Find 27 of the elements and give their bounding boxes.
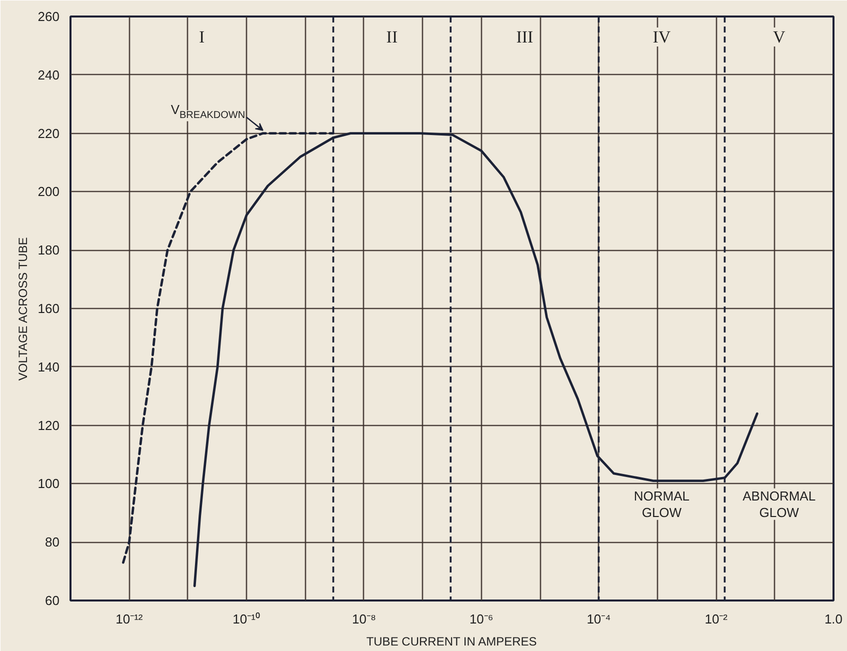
y-tick-label: 180: [38, 242, 60, 258]
annotation: II: [386, 27, 398, 46]
y-tick-label: 120: [38, 418, 60, 433]
x-tick-label: 10⁻⁶: [469, 612, 494, 626]
y-tick-label: 80: [45, 534, 60, 550]
y-tick-label: 240: [38, 67, 60, 82]
y-tick-label: 200: [38, 184, 60, 200]
x-tick-label: 10⁻¹⁰: [232, 612, 260, 626]
annotation: IV: [652, 27, 672, 46]
y-tick-label: 60: [45, 593, 60, 608]
x-axis-title: TUBE CURRENT IN AMPERES: [366, 634, 537, 648]
x-tick-label: 10⁻⁸: [352, 612, 376, 626]
y-tick-label: 100: [38, 476, 60, 492]
y-tick-label: 260: [38, 9, 60, 24]
annotation: NORMAL GLOW: [634, 488, 690, 520]
x-tick-label: 10⁻¹²: [116, 612, 144, 626]
annotation: V: [772, 27, 786, 46]
y-tick-label: 140: [38, 359, 60, 374]
x-tick-label: 1.0: [824, 612, 843, 626]
annotation: I: [199, 27, 206, 46]
annotation: ABNORMAL GLOW: [742, 488, 816, 520]
y-axis-title: VOLTAGE ACROSS TUBE: [16, 237, 30, 381]
x-tick-label: 10⁻²: [704, 612, 728, 626]
y-tick-label: 220: [38, 126, 60, 141]
annotation: III: [516, 27, 534, 46]
x-tick-label: 10⁻⁴: [586, 612, 611, 626]
y-tick-label: 160: [38, 301, 60, 316]
